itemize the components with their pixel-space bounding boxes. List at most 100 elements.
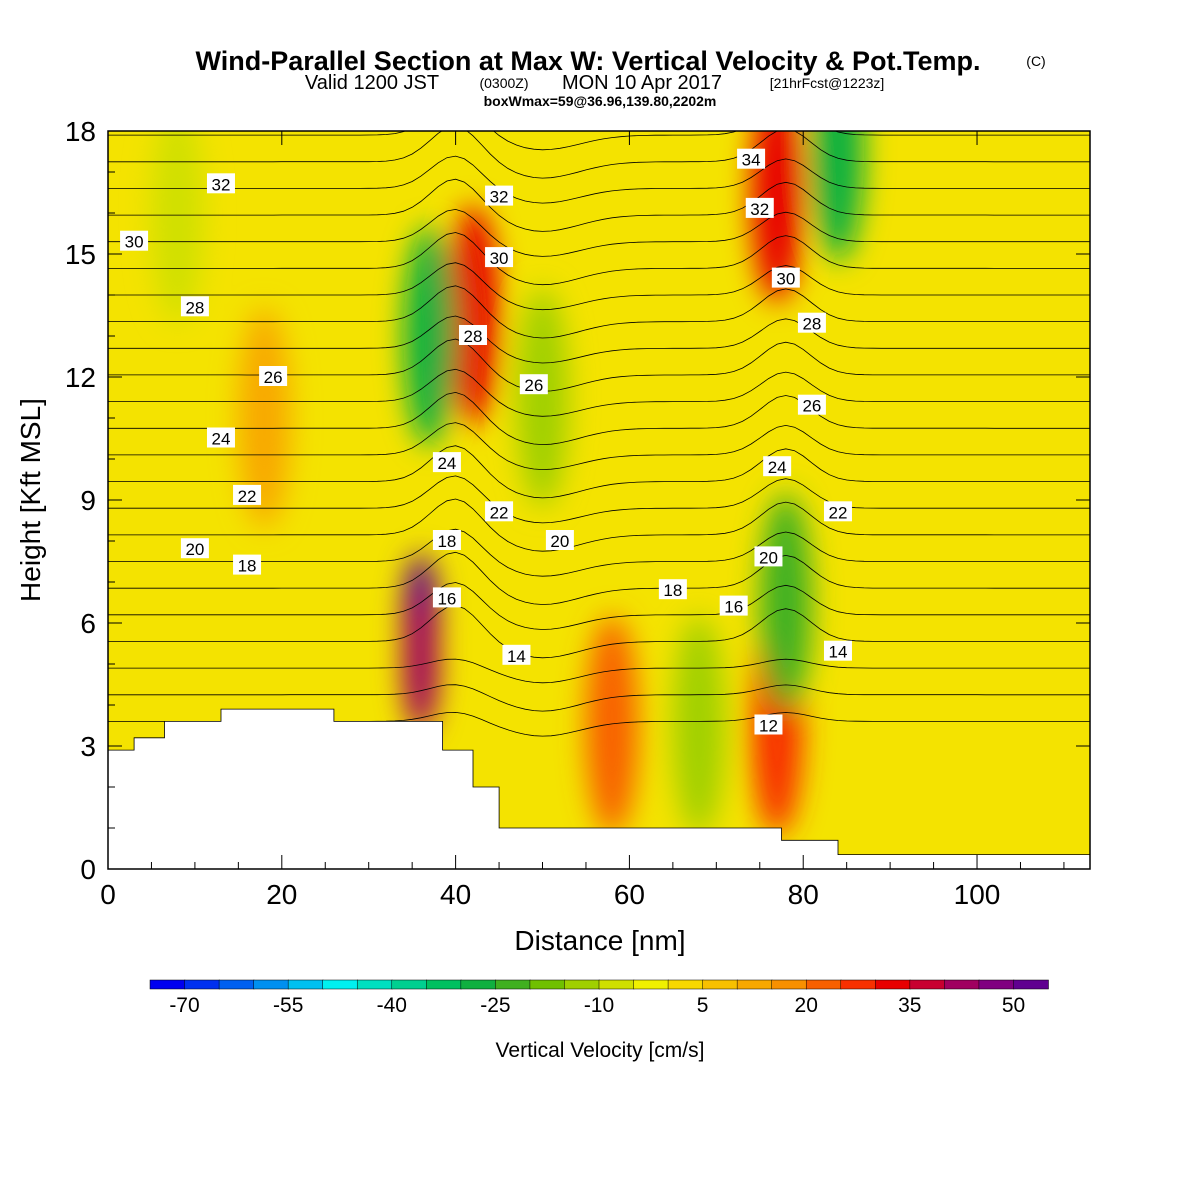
valid-date: MON 10 Apr 2017 xyxy=(562,72,722,94)
colorbar-swatch xyxy=(218,979,255,990)
contour-label-text: 18 xyxy=(238,557,257,576)
colorbar-swatch xyxy=(253,979,289,990)
colorbar-swatch xyxy=(460,979,497,990)
velocity-cell xyxy=(403,226,456,446)
contour-label: 16 xyxy=(719,595,748,617)
isentrope xyxy=(108,368,1090,417)
contour-label-bg xyxy=(206,427,235,448)
contour-label: 30 xyxy=(485,247,514,268)
y-tick-label: 9 xyxy=(80,485,96,516)
contour-label-text: 20 xyxy=(550,532,569,551)
colorbar-swatch xyxy=(391,979,428,990)
contour-label-bg xyxy=(519,374,548,395)
contour-label-bg xyxy=(658,579,687,600)
contour-label-text: 32 xyxy=(490,188,509,207)
contour-label-bg xyxy=(737,148,766,169)
y-tick-label: 0 xyxy=(80,854,96,885)
copyright-mark: (C) xyxy=(1026,53,1045,69)
contour-label-text: 32 xyxy=(212,175,231,194)
isentrope xyxy=(108,131,1090,179)
valid-utc: (0300Z) xyxy=(479,75,528,91)
contour-label: 24 xyxy=(432,452,461,473)
colorbar-swatch xyxy=(287,979,324,990)
colorbar-swatch xyxy=(426,979,462,990)
contour-label-text: 24 xyxy=(437,454,456,473)
colorbar-swatch xyxy=(598,979,635,990)
contour-label-text: 32 xyxy=(750,200,769,219)
contour-label: 22 xyxy=(485,501,514,522)
colorbar-swatch xyxy=(633,979,669,990)
colorbar-label: 50 xyxy=(1002,994,1025,1017)
y-tick-label: 3 xyxy=(80,731,96,762)
colorbar: -70 -55 -40 -25 -10 5 20 35 50 xyxy=(149,979,1049,1017)
contour-label-bg xyxy=(233,554,262,575)
contour-label-text: 30 xyxy=(125,233,144,252)
colorbar-title: Vertical Velocity [cm/s] xyxy=(496,1039,705,1062)
x-tick-label: 100 xyxy=(954,879,1001,910)
isentrope xyxy=(108,445,1090,499)
isentrope xyxy=(108,131,1090,151)
valid-time: Valid 1200 JST xyxy=(305,72,439,94)
colorbar-swatch xyxy=(667,979,704,990)
contour-label-bg xyxy=(797,394,826,415)
contour-label-bg xyxy=(485,185,514,206)
contour-label: 24 xyxy=(206,427,235,449)
colorbar-swatch xyxy=(184,979,220,990)
contour-label-bg xyxy=(432,530,461,550)
isentrope xyxy=(108,208,1090,257)
contour-label-bg xyxy=(233,484,262,505)
contour-label-text: 24 xyxy=(212,430,231,449)
colorbar-swatch xyxy=(702,979,738,990)
contour-label-bg xyxy=(206,173,235,194)
contour-label: 32 xyxy=(745,197,774,219)
colorbar-swatch xyxy=(771,979,807,990)
isentrope xyxy=(108,422,1090,471)
isentrope xyxy=(108,684,1090,712)
contour-label-bg xyxy=(719,595,748,616)
isentrope xyxy=(108,498,1090,552)
x-axis-label: Distance [nm] xyxy=(514,925,685,956)
contour-label: 28 xyxy=(458,325,487,346)
contour-label: 14 xyxy=(502,644,531,666)
contour-label: 30 xyxy=(771,267,800,289)
contour-label-bg xyxy=(502,644,531,665)
contour-label: 20 xyxy=(545,530,574,551)
x-tick-label: 0 xyxy=(100,879,116,910)
velocity-cell xyxy=(516,287,569,508)
x-tick-label: 60 xyxy=(614,879,645,910)
y-tick-label: 12 xyxy=(65,362,96,393)
colorbar-label: -70 xyxy=(169,994,199,1017)
contour-labels: 34 32 32 32 30 30 30 28 28 28 26 26 26 24 24 24 22 22 22 20… xyxy=(120,148,852,736)
contour-label-text: 20 xyxy=(185,540,204,559)
colorbar-swatch xyxy=(564,979,600,990)
contour-label-bg xyxy=(485,501,514,522)
colorbar-label: -10 xyxy=(584,994,614,1017)
contour-label-text: 16 xyxy=(437,589,456,608)
colorbar-swatch xyxy=(840,979,877,990)
contour-label-bg xyxy=(797,312,826,333)
contour-label-bg xyxy=(545,530,574,550)
box-wmax-info: boxWmax=59@36.96,139.80,2202m xyxy=(484,93,717,109)
contour-label-text: 14 xyxy=(829,643,848,662)
y-tick-label: 6 xyxy=(80,608,96,639)
isentrope xyxy=(108,391,1090,446)
contour-label-text: 22 xyxy=(490,503,509,522)
y-tick-label: 18 xyxy=(65,116,96,147)
velocity-cell xyxy=(811,131,864,262)
colorbar-label: 5 xyxy=(697,994,709,1017)
contour-label-bg xyxy=(771,267,800,288)
contour-label-text: 26 xyxy=(524,376,543,395)
colorbar-label: 20 xyxy=(795,994,818,1017)
velocity-cell xyxy=(751,131,804,303)
contour-label-text: 24 xyxy=(768,458,787,477)
colorbar-swatch xyxy=(944,979,980,990)
contour-label-text: 22 xyxy=(238,487,257,506)
colorbar-label: -25 xyxy=(480,994,510,1017)
contour-label-bg xyxy=(432,452,461,473)
x-tick-label: 20 xyxy=(266,879,297,910)
contour-label: 18 xyxy=(432,530,461,551)
y-tick-label: 15 xyxy=(65,239,96,270)
contour-label-text: 28 xyxy=(185,298,204,317)
contour-label-text: 26 xyxy=(802,397,821,416)
contour-label-text: 18 xyxy=(663,581,682,600)
